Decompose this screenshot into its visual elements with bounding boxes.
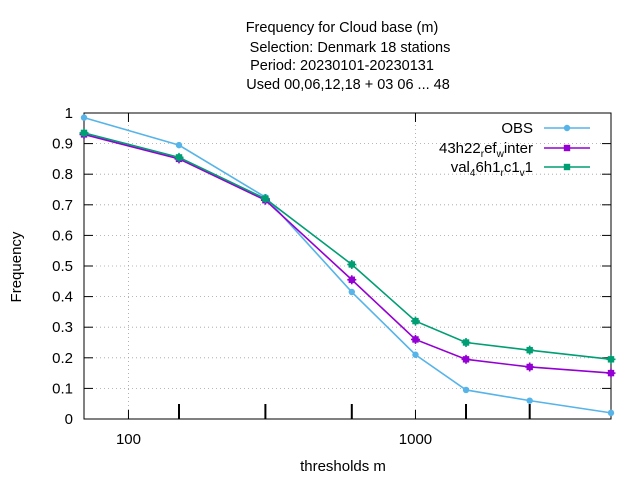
x-tick-label: 100 [116, 431, 141, 448]
data-point [80, 114, 88, 121]
y-tick-label: 0.1 [52, 380, 73, 397]
y-tick-label: 1 [65, 105, 73, 122]
legend-swatch-marker [563, 124, 571, 132]
title-line-3: Period: 20230101-20230131 [250, 58, 434, 74]
title-line-1: Frequency for Cloud base (m) [246, 20, 439, 36]
series-43h22_ref_winter [79, 129, 616, 378]
data-point [607, 409, 615, 417]
legend-label-part: v [520, 168, 525, 179]
legend-label-part: val [451, 159, 470, 176]
series-line [83, 133, 612, 374]
data-point [462, 386, 470, 394]
y-tick-label: 0.2 [52, 350, 73, 367]
y-tick-label: 0.3 [52, 319, 73, 336]
legend-label-part: OBS [501, 120, 533, 137]
legend-label-part: ef [484, 140, 497, 157]
chart-title: Frequency for Cloud base (m) Selection: … [246, 20, 451, 93]
data-point [348, 288, 355, 296]
y-tick-label: 0 [65, 411, 73, 428]
legend-label-part: c1 [504, 159, 520, 176]
legend-label-part: r [481, 149, 485, 160]
data-series [79, 114, 616, 417]
y-axis-label: Frequency [8, 231, 25, 302]
series-line [83, 116, 612, 414]
data-point [175, 141, 183, 149]
y-tick-label: 0.4 [52, 289, 73, 306]
legend-label-part: inter [504, 140, 533, 157]
x-axis-label: thresholds m [300, 458, 386, 475]
series-line [83, 132, 612, 361]
grid-lines [84, 113, 611, 419]
legend-label-part: 6h1 [475, 159, 500, 176]
legend-swatch-marker [563, 144, 571, 152]
legend-label-part: 4 [470, 168, 476, 179]
legend-label-part: 43h22 [439, 140, 481, 157]
legend-label: OBS [501, 120, 533, 137]
legend-label-part: 1 [525, 159, 533, 176]
legend-label-part: w [496, 149, 505, 160]
y-tick-label: 0.7 [52, 197, 73, 214]
y-tick-label: 0.8 [52, 166, 73, 183]
legend-label: 43h22refwinter [439, 140, 533, 160]
y-tick-label: 0.9 [52, 136, 73, 153]
legend-swatch-marker [563, 163, 571, 171]
title-line-4: Used 00,06,12,18 + 03 06 ... 48 [246, 77, 450, 93]
title-line-2: Selection: Denmark 18 stations [250, 40, 451, 56]
tick-labels: 0 0.1 0.2 0.3 0.4 0.5 0.6 0.7 0.8 0.9 1 100 1000 [52, 105, 432, 448]
legend-label: val46h1rc1v1 [451, 159, 533, 179]
axis-ticks [84, 112, 611, 420]
data-point [526, 397, 533, 404]
data-point [412, 351, 419, 358]
y-tick-label: 0.6 [52, 227, 73, 244]
series-val_46h1_rc1_v1 [79, 128, 616, 364]
plot-frame [83, 112, 612, 420]
y-tick-label: 0.5 [52, 258, 73, 275]
legend-label-part: r [500, 168, 504, 179]
x-tick-label: 1000 [399, 431, 432, 448]
